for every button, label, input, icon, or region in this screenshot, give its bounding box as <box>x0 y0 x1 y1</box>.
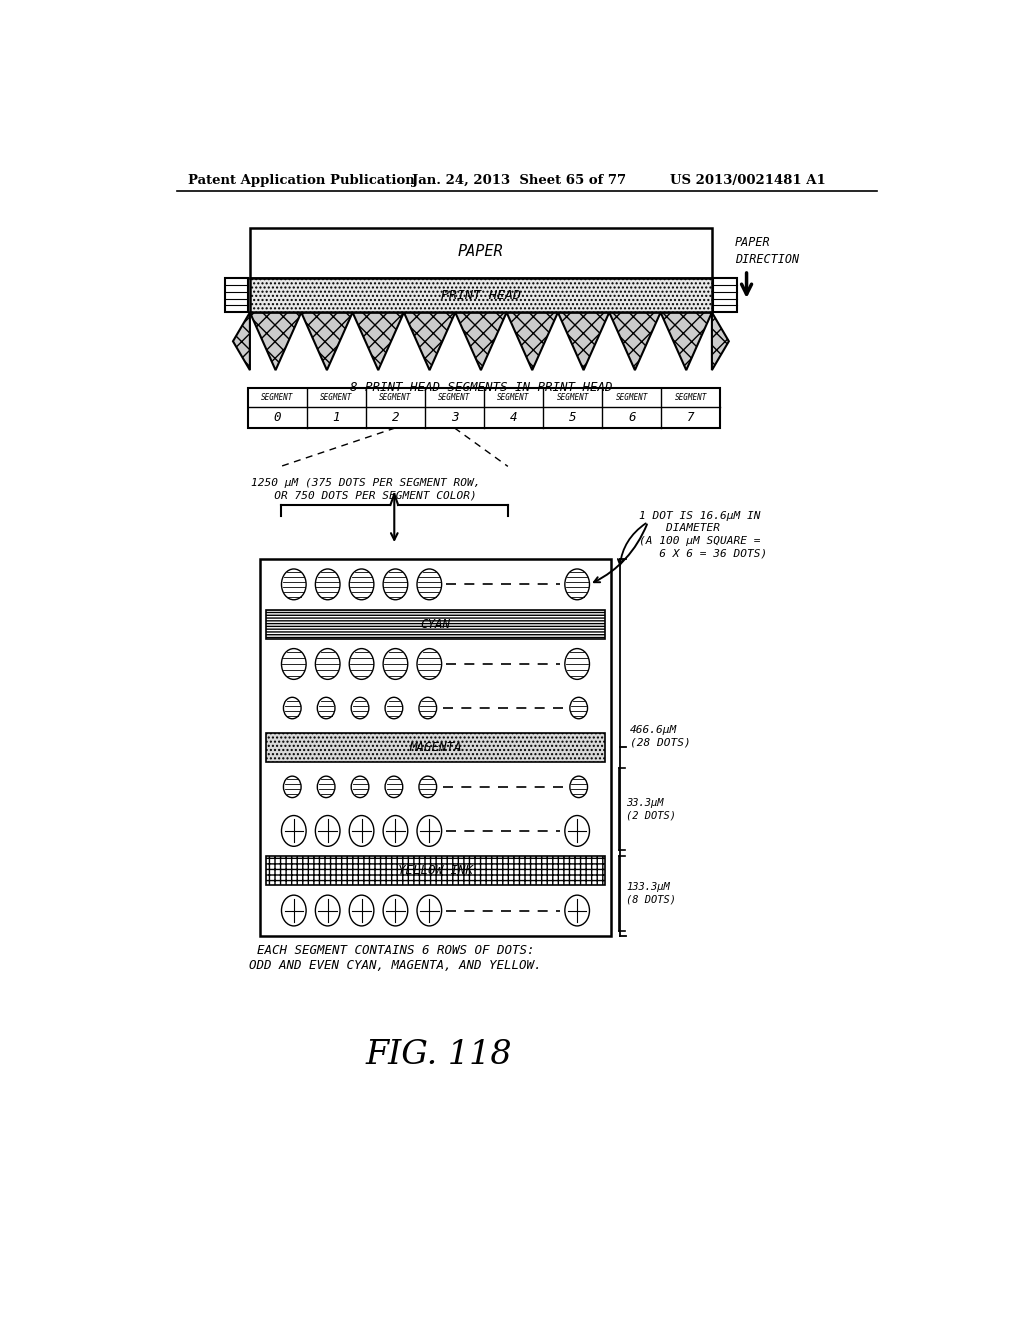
Ellipse shape <box>417 816 441 846</box>
Ellipse shape <box>417 895 441 925</box>
Bar <box>248 388 720 428</box>
Polygon shape <box>712 313 729 370</box>
Text: 1250 μM (375 DOTS PER SEGMENT ROW,
   OR 750 DOTS PER SEGMENT COLOR): 1250 μM (375 DOTS PER SEGMENT ROW, OR 75… <box>251 478 480 500</box>
Text: ODD AND EVEN CYAN, MAGENTA, AND YELLOW.: ODD AND EVEN CYAN, MAGENTA, AND YELLOW. <box>249 960 542 973</box>
Text: SEGMENT: SEGMENT <box>261 393 293 403</box>
Ellipse shape <box>349 895 374 925</box>
Ellipse shape <box>317 776 335 797</box>
Text: 1 DOT IS 16.6μM IN
    DIAMETER
(A 100 μM SQUARE =
   6 X 6 = 36 DOTS): 1 DOT IS 16.6μM IN DIAMETER (A 100 μM SQ… <box>639 511 767 558</box>
Ellipse shape <box>284 697 301 719</box>
Ellipse shape <box>565 816 590 846</box>
Ellipse shape <box>282 895 306 925</box>
Ellipse shape <box>349 816 374 846</box>
Ellipse shape <box>383 569 408 599</box>
Polygon shape <box>233 313 250 370</box>
Ellipse shape <box>317 697 335 719</box>
Ellipse shape <box>349 569 374 599</box>
Text: PRINT HEAD: PRINT HEAD <box>441 289 521 301</box>
Text: 8 PRINT HEAD SEGMENTS IN PRINT HEAD: 8 PRINT HEAD SEGMENTS IN PRINT HEAD <box>349 381 612 395</box>
Polygon shape <box>250 313 712 370</box>
Text: PAPER
DIRECTION: PAPER DIRECTION <box>735 236 799 265</box>
Ellipse shape <box>351 776 369 797</box>
Ellipse shape <box>351 697 369 719</box>
Text: SEGMENT: SEGMENT <box>379 393 412 403</box>
Text: 1: 1 <box>333 412 340 425</box>
Text: SEGMENT: SEGMENT <box>498 393 529 403</box>
Text: 0: 0 <box>273 412 281 425</box>
Ellipse shape <box>315 648 340 680</box>
Text: 5: 5 <box>569 412 577 425</box>
Text: 2: 2 <box>391 412 399 425</box>
Text: 7: 7 <box>687 412 694 425</box>
Text: SEGMENT: SEGMENT <box>615 393 648 403</box>
Ellipse shape <box>385 697 402 719</box>
Ellipse shape <box>383 648 408 680</box>
Text: MAGENTA: MAGENTA <box>410 741 462 754</box>
Ellipse shape <box>282 648 306 680</box>
Ellipse shape <box>419 697 436 719</box>
Text: 133.3μM
(8 DOTS): 133.3μM (8 DOTS) <box>627 882 677 904</box>
Bar <box>250 228 712 277</box>
Text: EACH SEGMENT CONTAINS 6 ROWS OF DOTS:: EACH SEGMENT CONTAINS 6 ROWS OF DOTS: <box>257 944 535 957</box>
Text: FIG. 118: FIG. 118 <box>366 1039 512 1072</box>
Ellipse shape <box>315 816 340 846</box>
Ellipse shape <box>565 895 590 925</box>
Text: SEGMENT: SEGMENT <box>556 393 589 403</box>
Ellipse shape <box>570 776 588 797</box>
Bar <box>225 277 249 313</box>
Text: 466.6μM
(28 DOTS): 466.6μM (28 DOTS) <box>630 725 690 747</box>
Ellipse shape <box>570 697 588 719</box>
Bar <box>250 277 712 313</box>
Ellipse shape <box>349 648 374 680</box>
Ellipse shape <box>315 569 340 599</box>
Text: SEGMENT: SEGMENT <box>675 393 707 403</box>
Text: SEGMENT: SEGMENT <box>438 393 471 403</box>
Ellipse shape <box>315 895 340 925</box>
Bar <box>266 855 605 884</box>
Bar <box>714 277 736 313</box>
Text: Patent Application Publication: Patent Application Publication <box>188 174 415 187</box>
Text: SEGMENT: SEGMENT <box>321 393 352 403</box>
Ellipse shape <box>565 569 590 599</box>
Ellipse shape <box>565 648 590 680</box>
Ellipse shape <box>383 816 408 846</box>
Text: 33.3μM
(2 DOTS): 33.3μM (2 DOTS) <box>627 797 677 820</box>
Text: US 2013/0021481 A1: US 2013/0021481 A1 <box>670 174 825 187</box>
Ellipse shape <box>282 569 306 599</box>
Bar <box>266 610 605 639</box>
Ellipse shape <box>383 895 408 925</box>
Text: 4: 4 <box>510 412 517 425</box>
Ellipse shape <box>417 569 441 599</box>
Text: Jan. 24, 2013  Sheet 65 of 77: Jan. 24, 2013 Sheet 65 of 77 <box>412 174 626 187</box>
Bar <box>266 733 605 762</box>
Ellipse shape <box>417 648 441 680</box>
Text: YELLOW INK: YELLOW INK <box>398 863 473 876</box>
Text: 6: 6 <box>628 412 636 425</box>
Ellipse shape <box>282 816 306 846</box>
Text: 3: 3 <box>451 412 458 425</box>
Ellipse shape <box>419 776 436 797</box>
Text: CYAN: CYAN <box>421 618 451 631</box>
Ellipse shape <box>385 776 402 797</box>
Ellipse shape <box>284 776 301 797</box>
Text: PAPER: PAPER <box>458 244 504 259</box>
Bar <box>260 558 611 936</box>
